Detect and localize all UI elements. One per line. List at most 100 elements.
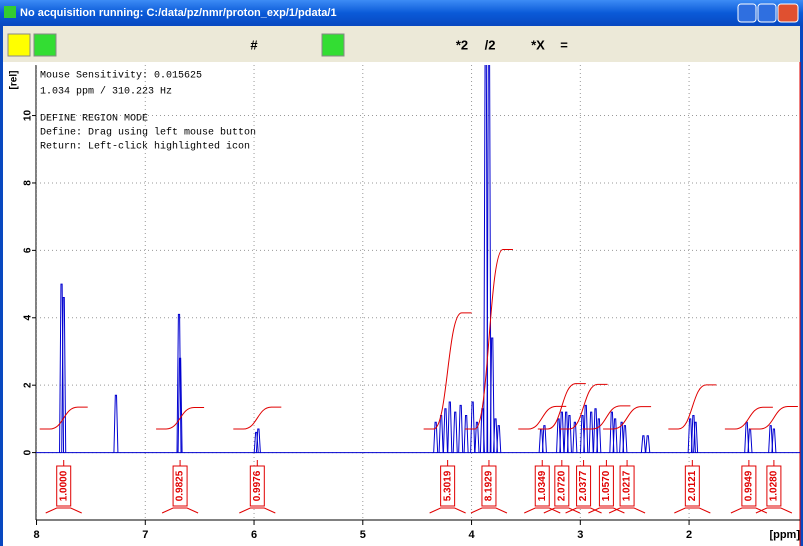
peak [744,421,750,453]
peak [176,313,182,453]
integral-label: 1.0280 [769,470,780,501]
plot-area [3,62,800,546]
integral-label: 1.0349 [537,470,548,501]
peak [593,408,599,453]
integral-label: 2.0377 [578,470,589,501]
integral-label: 2.0121 [687,470,698,501]
integral-curve [749,405,798,430]
peak [486,65,492,453]
integral-bracket [674,460,711,514]
peak [255,428,261,453]
integral-label: 0.9825 [175,470,186,501]
info-line: Define: Drag using left mouse button [40,127,256,139]
integral-bracket [161,460,199,514]
peak [470,401,476,453]
tool-label: *2 [456,37,468,52]
integral-label: 2.0720 [556,470,567,501]
peak [596,418,602,453]
tool-icon[interactable] [7,33,31,57]
integral-curve [518,405,567,430]
integral-curve [668,384,717,430]
app-icon [4,6,16,18]
integral-bracket [239,460,276,514]
tool-label: = [560,37,568,52]
peak [463,415,469,453]
x-tick-label: 8 [33,529,39,541]
integral-bracket [470,460,508,514]
integral-label: 0.9976 [252,470,263,501]
peak [483,65,489,453]
peak [447,401,453,453]
integral-curve [603,406,652,430]
tool-label: *X [531,37,545,52]
peak [566,415,572,453]
toolbar-icons [7,33,345,57]
x-tick-label: 2 [686,529,692,541]
x-tick-label: 5 [360,529,366,541]
spectrum [36,65,800,454]
integral-curve [39,406,88,430]
x-tick-label: 6 [251,529,257,541]
tool-icon[interactable] [321,33,345,57]
peak [645,435,651,453]
integral-curve [724,406,773,430]
peak [588,411,594,453]
peak [253,431,259,453]
peak [572,421,578,453]
window-title: No acquisition running: C:/data/pz/nmr/p… [20,7,337,19]
peak [693,421,699,453]
integral-label: 1.0000 [58,470,69,501]
y-tick-label: 8 [23,180,34,186]
peak [541,425,547,453]
info-line: 1.034 ppm / 310.223 Hz [40,86,172,98]
integral-bracket [45,460,82,514]
integral-bracket [543,460,581,514]
integral-curve [423,312,472,430]
info-line: Return: Left-click highlighted icon [40,141,250,153]
integral-bracket [588,460,625,514]
minimize-button[interactable] [737,3,757,23]
y-axis-label: [rel] [9,71,20,90]
close-button[interactable] [777,3,799,23]
integral-curve [537,383,586,430]
info-line: DEFINE REGION MODE [40,114,148,125]
peak [768,425,774,453]
integral-label: 1.0570 [601,470,612,501]
y-tick-label: 2 [23,382,34,388]
x-tick-label: 3 [577,529,583,541]
peak [61,297,67,453]
x-tick-label: 4 [468,529,475,541]
info-line: Mouse Sensitivity: 0.015625 [40,70,202,82]
peak [612,418,618,453]
y-tick-label: 4 [23,315,34,321]
tool-icon[interactable] [33,33,57,57]
y-tick-label: 6 [23,247,34,253]
peak [622,425,628,453]
x-tick-label: 7 [142,529,148,541]
peak [771,428,777,453]
integral-curve [156,406,205,430]
tool-label: /2 [485,37,496,52]
peak [458,404,464,453]
integral-bracket [524,460,561,514]
integral-label: 8.1929 [484,470,495,501]
integral-label: 5.3019 [442,470,453,501]
peak [433,421,439,453]
integral-curve [559,383,608,430]
integral-bracket [755,460,793,514]
integral-curve [233,406,282,430]
integral-label: 1.0217 [622,470,633,501]
peak [640,435,646,453]
peak [442,408,448,453]
integral-curve [464,249,513,430]
peak [474,421,480,453]
y-tick-label: 0 [23,449,34,455]
peak [489,337,495,453]
y-tick-label: 10 [23,110,34,122]
tool-label: # [250,37,258,52]
maximize-button[interactable] [757,3,777,23]
integral-curve [582,405,631,430]
integral-bracket [608,460,646,514]
integral-label: 0.9949 [744,470,755,501]
